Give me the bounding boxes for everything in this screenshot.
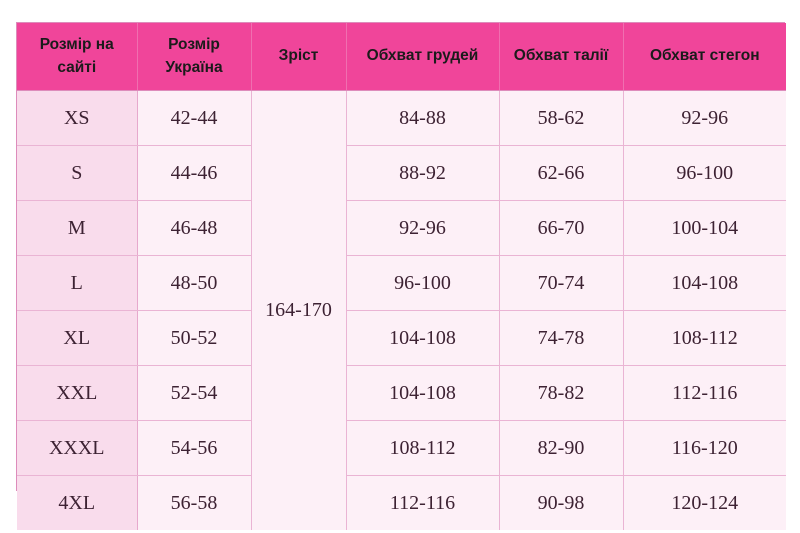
header-hips: Обхват стегон (623, 23, 786, 91)
cell-size: XXXL (17, 420, 138, 476)
cell-hips: 100-104 (623, 200, 786, 256)
cell-chest: 108-112 (346, 420, 500, 476)
cell-waist: 62-66 (499, 145, 624, 201)
cell-chest: 112-116 (346, 475, 500, 530)
table-header: Розмір на сайті Розмір Україна Зріст Обх… (17, 23, 786, 91)
table-row: 4XL 56-58 112-116 90-98 120-124 (17, 475, 786, 530)
cell-hips: 92-96 (623, 90, 786, 146)
cell-waist: 78-82 (499, 365, 624, 421)
cell-waist: 66-70 (499, 200, 624, 256)
header-size-ua: Розмір Україна (137, 23, 252, 91)
cell-size: XS (17, 90, 138, 146)
cell-waist: 70-74 (499, 255, 624, 311)
cell-height: 164-170 (251, 90, 347, 530)
table-row: XXXL 54-56 108-112 82-90 116-120 (17, 420, 786, 476)
cell-hips: 104-108 (623, 255, 786, 311)
cell-chest: 96-100 (346, 255, 500, 311)
cell-size-ua: 48-50 (137, 255, 252, 311)
header-row: Розмір на сайті Розмір Україна Зріст Обх… (17, 23, 786, 91)
size-chart-table: Розмір на сайті Розмір Україна Зріст Обх… (17, 23, 786, 530)
cell-size-ua: 54-56 (137, 420, 252, 476)
cell-size-ua: 44-46 (137, 145, 252, 201)
cell-size-ua: 42-44 (137, 90, 252, 146)
cell-chest: 84-88 (346, 90, 500, 146)
cell-size: XL (17, 310, 138, 366)
cell-size: 4XL (17, 475, 138, 530)
cell-size: XXL (17, 365, 138, 421)
cell-chest: 104-108 (346, 365, 500, 421)
cell-waist: 74-78 (499, 310, 624, 366)
header-waist: Обхват талії (499, 23, 624, 91)
table-body: XS 42-44 164-170 84-88 58-62 92-96 S 44-… (17, 90, 786, 530)
cell-size: S (17, 145, 138, 201)
cell-size: L (17, 255, 138, 311)
cell-waist: 90-98 (499, 475, 624, 530)
cell-hips: 108-112 (623, 310, 786, 366)
header-size-site: Розмір на сайті (17, 23, 138, 91)
cell-waist: 82-90 (499, 420, 624, 476)
cell-size-ua: 52-54 (137, 365, 252, 421)
header-height: Зріст (251, 23, 347, 91)
header-chest: Обхват грудей (346, 23, 500, 91)
cell-waist: 58-62 (499, 90, 624, 146)
cell-chest: 104-108 (346, 310, 500, 366)
cell-chest: 92-96 (346, 200, 500, 256)
table-row: S 44-46 88-92 62-66 96-100 (17, 145, 786, 201)
cell-size: M (17, 200, 138, 256)
cell-hips: 116-120 (623, 420, 786, 476)
table-row: XXL 52-54 104-108 78-82 112-116 (17, 365, 786, 421)
table-row: L 48-50 96-100 70-74 104-108 (17, 255, 786, 311)
cell-size-ua: 46-48 (137, 200, 252, 256)
cell-chest: 88-92 (346, 145, 500, 201)
table-row: XL 50-52 104-108 74-78 108-112 (17, 310, 786, 366)
cell-hips: 96-100 (623, 145, 786, 201)
cell-hips: 120-124 (623, 475, 786, 530)
cell-hips: 112-116 (623, 365, 786, 421)
size-chart-container: Розмір на сайті Розмір Україна Зріст Обх… (16, 22, 786, 530)
cell-size-ua: 56-58 (137, 475, 252, 530)
table-row: M 46-48 92-96 66-70 100-104 (17, 200, 786, 256)
table-row: XS 42-44 164-170 84-88 58-62 92-96 (17, 90, 786, 530)
cell-size-ua: 50-52 (137, 310, 252, 366)
